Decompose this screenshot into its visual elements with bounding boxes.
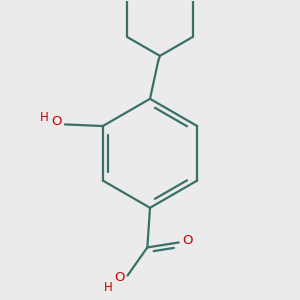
Text: H: H [40, 111, 49, 124]
Text: H: H [104, 280, 113, 294]
Text: O: O [114, 271, 124, 284]
Text: O: O [183, 234, 193, 247]
Text: O: O [51, 115, 62, 128]
